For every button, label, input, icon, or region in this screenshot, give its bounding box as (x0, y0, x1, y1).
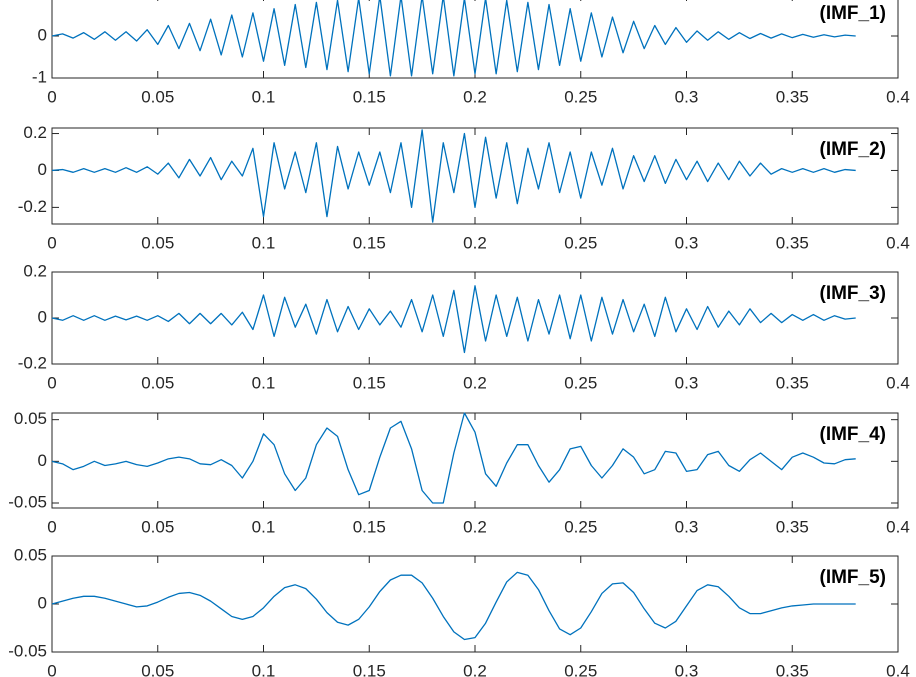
y-tick-label: -0.05 (8, 492, 47, 511)
y-tick-label: 0 (38, 160, 47, 179)
x-tick-label: 0.05 (141, 517, 174, 536)
x-tick-label: 0 (47, 87, 56, 106)
y-tick-label: 0 (38, 25, 47, 44)
x-tick-label: 0.05 (141, 233, 174, 252)
y-tick-label: -0.05 (8, 641, 47, 660)
y-tick-label: 0.2 (23, 123, 47, 142)
annotation: (IMF_4) (820, 424, 887, 445)
signal-line (51, 412, 856, 504)
axes-box (51, 127, 899, 225)
x-tick-label: 0.2 (463, 233, 487, 252)
x-tick-label: 0.1 (252, 517, 276, 536)
x-tick-label: 0.15 (353, 373, 386, 392)
x-tick-label: 0.1 (252, 233, 276, 252)
x-tick-label: 0.4 (886, 373, 910, 392)
x-tick-label: 0.05 (141, 87, 174, 106)
x-tick-label: 0.4 (886, 517, 910, 536)
x-tick-label: 0.35 (776, 517, 809, 536)
x-tick-label: 0.25 (564, 517, 597, 536)
y-tick-label: 0.05 (14, 545, 47, 564)
x-tick-label: 0.1 (252, 87, 276, 106)
x-tick-label: 0.15 (353, 661, 386, 677)
axes-box (51, 412, 899, 509)
x-tick-label: 0 (47, 233, 56, 252)
x-tick-label: 0.15 (353, 517, 386, 536)
annotation: (IMF_5) (820, 567, 887, 588)
axes-box (51, 0, 899, 79)
y-tick-label: 0 (38, 593, 47, 612)
y-tick-label: -0.2 (18, 353, 47, 372)
x-tick-label: 0.3 (675, 661, 699, 677)
x-tick-label: 0.2 (463, 517, 487, 536)
x-tick-label: 0.1 (252, 373, 276, 392)
x-tick-label: 0.2 (463, 87, 487, 106)
x-tick-label: 0.05 (141, 373, 174, 392)
annotation: (IMF_3) (820, 283, 887, 304)
x-tick-label: 0.4 (886, 233, 910, 252)
x-tick-label: 0.3 (675, 87, 699, 106)
y-tick-label: 0.05 (14, 409, 47, 428)
x-tick-label: 0.2 (463, 661, 487, 677)
x-tick-label: 0.35 (776, 661, 809, 677)
x-tick-label: 0 (47, 517, 56, 536)
x-tick-label: 0.3 (675, 517, 699, 536)
x-tick-label: 0.35 (776, 373, 809, 392)
x-tick-label: 0.15 (353, 87, 386, 106)
annotation: (IMF_2) (820, 139, 887, 160)
x-tick-label: 0.2 (463, 373, 487, 392)
x-tick-label: 0.4 (886, 661, 910, 677)
signal-line (51, 285, 856, 354)
x-tick-label: 0.25 (564, 373, 597, 392)
y-tick-label: 0 (38, 307, 47, 326)
signal-line (51, 571, 856, 641)
x-tick-label: 0.3 (675, 373, 699, 392)
annotation: (IMF_1) (820, 3, 887, 24)
y-tick-label: 0.2 (23, 261, 47, 280)
x-tick-label: 0.25 (564, 233, 597, 252)
x-tick-label: 0.35 (776, 87, 809, 106)
y-tick-label: -1 (32, 67, 47, 86)
y-tick-label: -0.2 (18, 197, 47, 216)
y-tick-label: 1 (38, 0, 47, 2)
y-tick-label: 0 (38, 451, 47, 470)
signal-line (51, 129, 856, 223)
x-tick-label: 0.15 (353, 233, 386, 252)
x-tick-label: 0.1 (252, 661, 276, 677)
x-tick-label: 0 (47, 373, 56, 392)
x-tick-label: 0.25 (564, 87, 597, 106)
x-tick-label: 0 (47, 661, 56, 677)
x-tick-label: 0.35 (776, 233, 809, 252)
signal-line (51, 0, 856, 77)
x-tick-label: 0.3 (675, 233, 699, 252)
x-tick-label: 0.4 (886, 87, 910, 106)
x-tick-label: 0.25 (564, 661, 597, 677)
x-tick-label: 0.05 (141, 661, 174, 677)
